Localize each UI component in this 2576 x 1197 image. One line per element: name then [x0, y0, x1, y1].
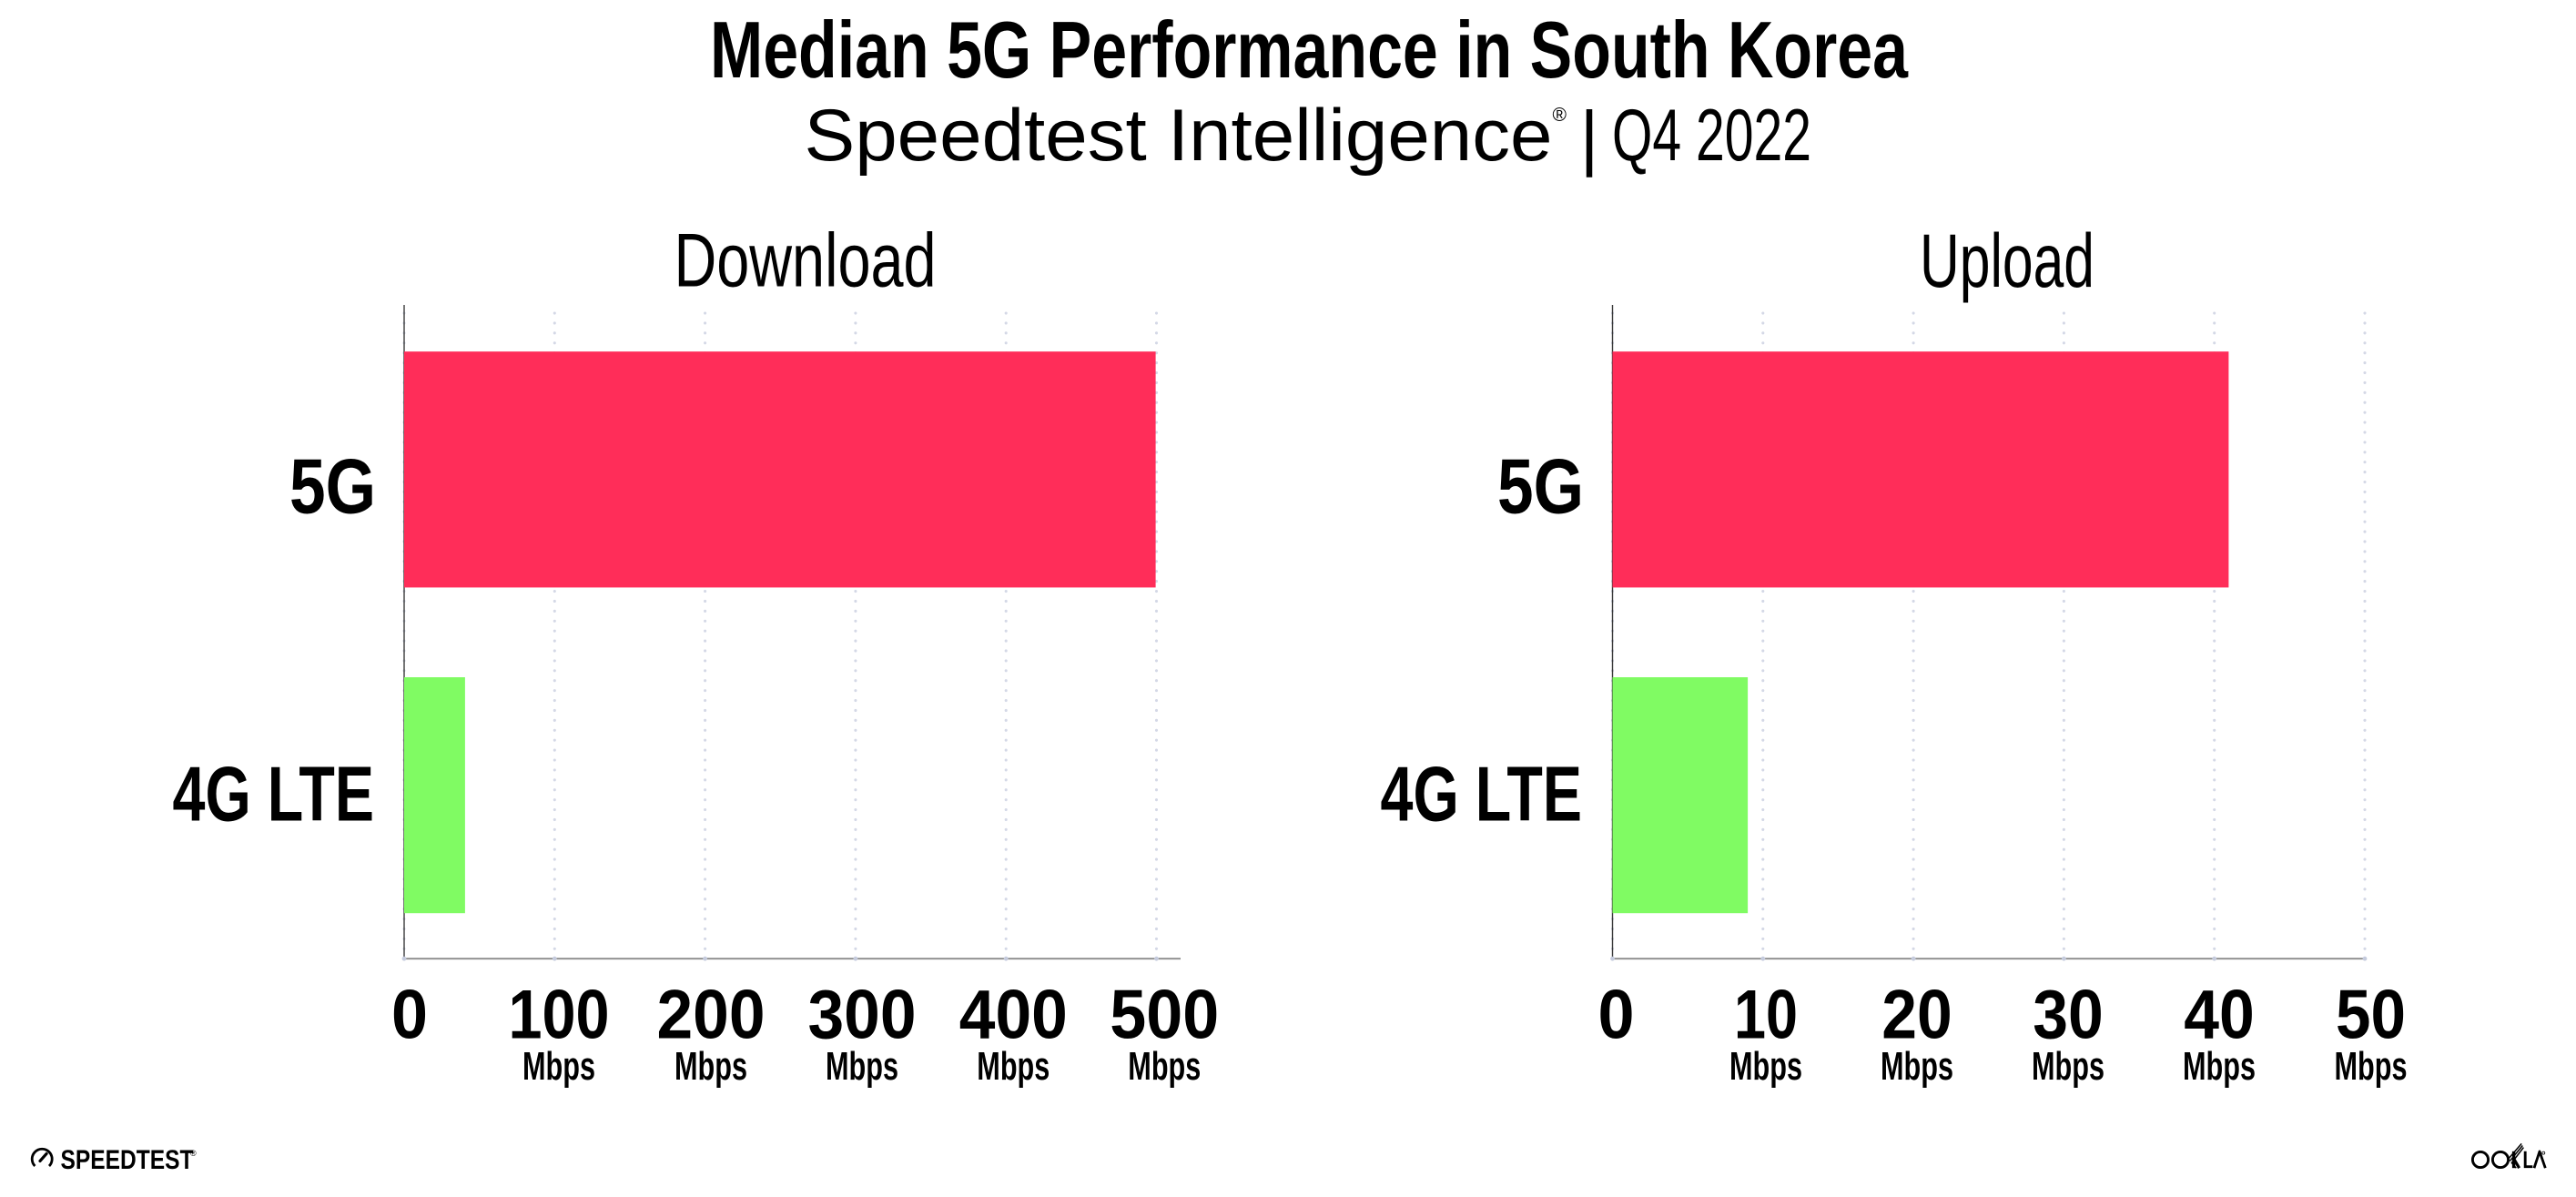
svg-text:Speedtest Intelligence: Speedtest Intelligence [805, 95, 1553, 177]
svg-text:5G: 5G [1497, 443, 1584, 531]
svg-text:40: 40 [2184, 977, 2255, 1054]
svg-text:500: 500 [1110, 977, 1219, 1054]
svg-text:Upload: Upload [1920, 218, 2094, 303]
svg-text:Mbps: Mbps [674, 1045, 747, 1089]
svg-text:4G LTE: 4G LTE [1381, 751, 1583, 838]
svg-text:Mbps: Mbps [977, 1045, 1050, 1089]
svg-text:Mbps: Mbps [2335, 1045, 2408, 1089]
svg-text:100: 100 [509, 977, 610, 1054]
svg-text:300: 300 [808, 977, 917, 1054]
svg-text:4G LTE: 4G LTE [173, 751, 375, 838]
svg-text:Mbps: Mbps [1128, 1045, 1201, 1089]
svg-text:0: 0 [391, 977, 428, 1054]
svg-text:|: | [1580, 96, 1599, 178]
svg-text:Median 5G Performance in South: Median 5G Performance in South Korea [710, 5, 1909, 95]
svg-text:30: 30 [2033, 977, 2104, 1054]
svg-text:Mbps: Mbps [2183, 1045, 2256, 1089]
svg-text:20: 20 [1881, 977, 1952, 1054]
svg-text:SPEEDTEST: SPEEDTEST [61, 1145, 194, 1175]
svg-text:®: ® [190, 1149, 197, 1158]
svg-text:Mbps: Mbps [1729, 1045, 1802, 1089]
svg-text:400: 400 [959, 977, 1068, 1054]
svg-text:50: 50 [2336, 977, 2406, 1054]
svg-text:Download: Download [674, 218, 937, 303]
svg-text:200: 200 [657, 977, 766, 1054]
svg-text:Mbps: Mbps [1881, 1045, 1953, 1089]
svg-text:®: ® [1553, 105, 1567, 126]
svg-text:5G: 5G [289, 443, 376, 531]
svg-text:10: 10 [1734, 977, 1798, 1054]
svg-text:Mbps: Mbps [2032, 1045, 2104, 1089]
svg-text:0: 0 [1598, 977, 1635, 1054]
svg-text:Q4 2022: Q4 2022 [1612, 95, 1811, 177]
svg-text:Mbps: Mbps [826, 1045, 898, 1089]
svg-text:Mbps: Mbps [522, 1045, 595, 1089]
